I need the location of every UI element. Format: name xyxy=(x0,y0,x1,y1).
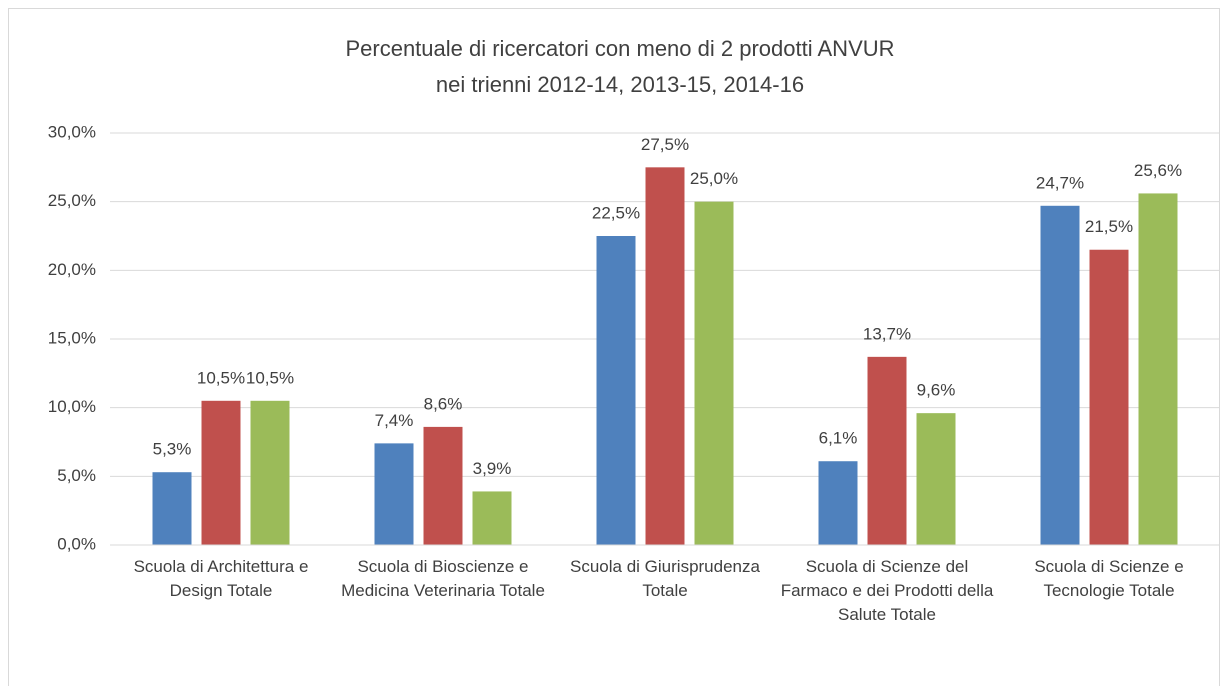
bar xyxy=(152,472,192,545)
data-label: 22,5% xyxy=(592,203,640,222)
x-tick-label: Scuola di Scienze del Farmaco e dei Prod… xyxy=(780,557,994,624)
data-label: 27,5% xyxy=(641,135,689,154)
bar xyxy=(201,400,241,545)
y-tick-label: 25,0% xyxy=(48,191,96,210)
y-tick-label: 10,0% xyxy=(48,397,96,416)
bar xyxy=(1040,205,1080,545)
y-tick-label: 20,0% xyxy=(48,260,96,279)
chart-border xyxy=(8,8,1220,686)
data-label: 10,5% xyxy=(246,368,294,387)
data-label: 3,9% xyxy=(473,459,512,478)
bar xyxy=(1089,249,1129,545)
data-label: 25,0% xyxy=(690,169,738,188)
x-tick-label: Scuola di Architettura e Design Totale xyxy=(133,557,309,600)
bar xyxy=(423,426,463,545)
data-label: 24,7% xyxy=(1036,173,1084,192)
bar xyxy=(916,413,956,545)
bar xyxy=(818,461,858,545)
x-tick-label: Scuola di Bioscienze e Medicina Veterina… xyxy=(341,557,545,600)
bar xyxy=(1138,193,1178,545)
data-label: 5,3% xyxy=(153,440,192,459)
data-label: 6,1% xyxy=(819,429,858,448)
chart-subtitle: nei trienni 2012-14, 2013-15, 2014-16 xyxy=(436,72,804,97)
bar xyxy=(596,236,636,545)
x-tick-label: Scuola di Giurisprudenza Totale xyxy=(570,557,760,600)
bar xyxy=(694,201,734,545)
bar xyxy=(645,167,685,546)
y-tick-label: 30,0% xyxy=(48,122,96,141)
data-label: 13,7% xyxy=(863,324,911,343)
data-label: 10,5% xyxy=(197,368,245,387)
data-label: 9,6% xyxy=(917,381,956,400)
y-tick-label: 0,0% xyxy=(57,534,96,553)
y-tick-label: 5,0% xyxy=(57,466,96,485)
chart-title: Percentuale di ricercatori con meno di 2… xyxy=(345,36,894,61)
data-label: 8,6% xyxy=(424,394,463,413)
x-tick-label: Scuola di Scienze e Tecnologie Totale xyxy=(1034,557,1184,600)
data-label: 7,4% xyxy=(375,411,414,430)
data-label: 25,6% xyxy=(1134,161,1182,180)
data-label: 21,5% xyxy=(1085,217,1133,236)
bar xyxy=(250,400,290,545)
bar xyxy=(472,491,512,545)
bar xyxy=(867,356,907,545)
bar xyxy=(374,443,414,545)
y-tick-label: 15,0% xyxy=(48,328,96,347)
